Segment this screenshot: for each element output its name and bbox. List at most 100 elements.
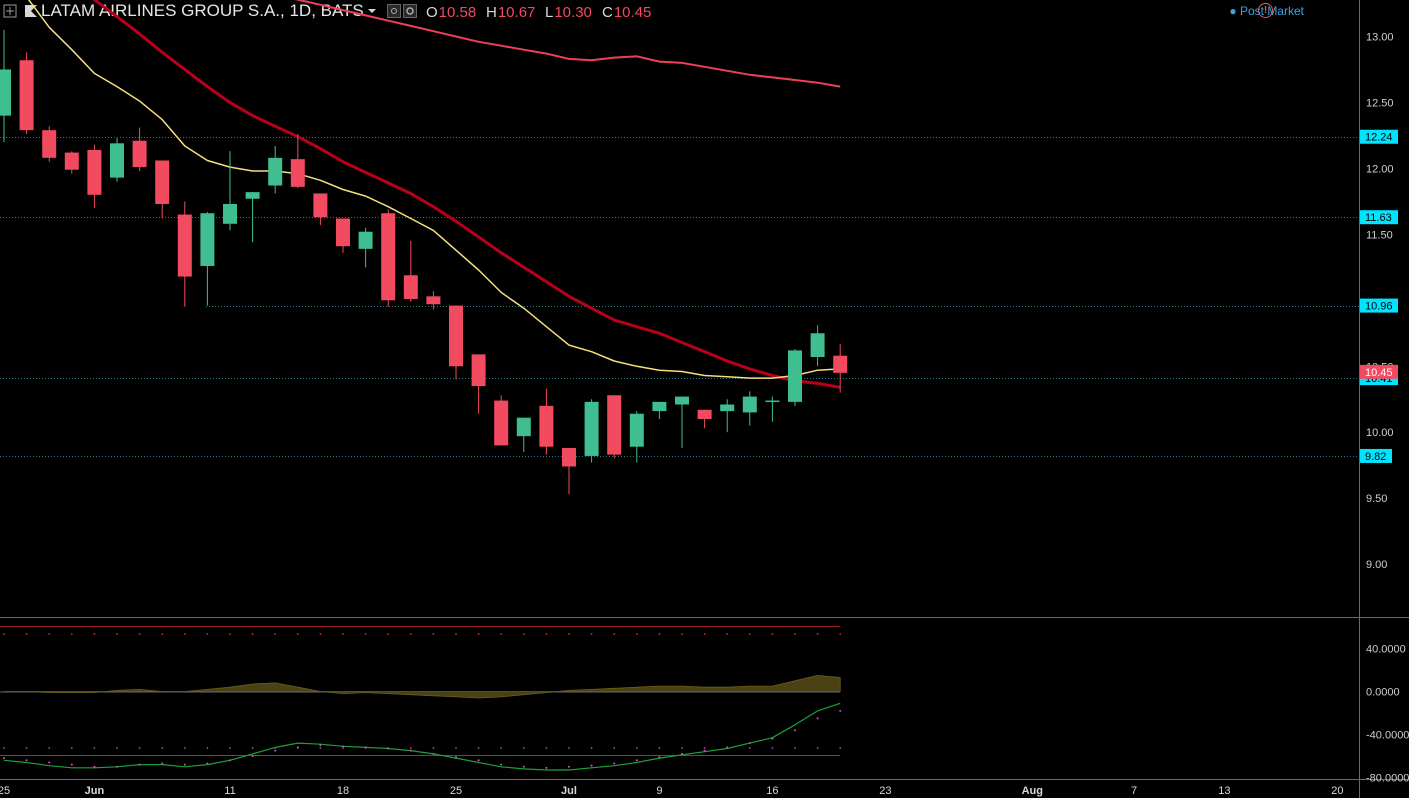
price-tick-label: 10.00 [1366,427,1394,439]
lower-band-dot [568,747,570,749]
osc-tick-label: 0.0000 [1366,687,1400,699]
candle-body [42,130,57,158]
candle-body [155,160,170,205]
high-readout: H10.67 [486,4,535,21]
signal-dot [364,746,367,749]
upper-band-dot [500,633,503,635]
candle-body [629,413,644,447]
chevron-down-icon[interactable] [367,6,377,16]
price-tick-label: 9.00 [1366,559,1387,571]
signal-dot [522,765,525,768]
upper-band-dot [206,633,209,635]
expand-icon[interactable] [3,4,17,18]
lower-band-dot [3,747,5,749]
settings-icon[interactable] [403,4,417,18]
upper-band-dot [93,633,96,635]
lower-band-dot [703,747,706,749]
upper-band-dot [25,633,28,635]
candle-body [584,401,599,456]
lower-band-dot [658,747,661,749]
symbol-title[interactable]: LATAM AIRLINES GROUP S.A., 1D, BATS [41,1,364,20]
signal-dot [296,746,299,749]
time-tick-label: Jul [561,785,577,797]
candle-body [516,417,531,437]
low-readout: L10.30 [545,4,592,21]
candle-body [336,218,350,247]
lower-band-dot [748,747,751,749]
time-tick-label: 9 [656,785,662,797]
signal-dot [409,749,412,752]
level-label: 9.82 [1365,451,1386,463]
upper-band-dot [3,633,5,635]
candle-body [449,305,463,367]
signal-dot [635,759,638,762]
signal-dot [48,761,51,764]
signal-dot [771,737,774,740]
lower-band-dot [816,747,819,749]
lower-band-dot [839,747,842,749]
candle-body [742,396,757,413]
candle-body [177,214,192,277]
last-price-label-bg [1360,364,1398,379]
time-tick-label: 25 [0,785,10,797]
price-tick-label: 13.00 [1366,32,1394,44]
upper-band-dot [635,633,638,635]
upper-band-dot [342,633,344,635]
lower-band-dot [183,747,186,749]
candle-body [313,193,328,218]
upper-band-dot [613,633,616,635]
signal-dot [93,765,96,768]
candle-body [765,400,780,403]
upper-band-dot [116,633,118,635]
price-tick-label: 12.50 [1366,97,1394,109]
signal-dot [138,763,141,766]
signal-dot [432,752,435,755]
signal-dot [703,749,706,752]
moving-averages-layer [27,0,841,389]
warning-icon[interactable]: ! [1258,3,1273,18]
candle-body [358,231,373,249]
time-tick-label: Aug [1022,785,1043,797]
upper-band-dot [138,633,141,635]
osc-tick-label: 40.0000 [1366,644,1406,656]
candle-body [675,396,689,405]
candle-body [223,204,237,224]
candle-body [290,159,305,187]
lower-band-dot [93,747,96,749]
signal-dot [70,763,73,766]
lower-band-dot [794,747,796,749]
lower-band-dot [138,747,141,749]
chart-header: LATAM AIRLINES GROUP S.A., 1D, BATS O10.… [0,0,1360,24]
upper-band-dot [681,633,683,635]
signal-dot [816,717,819,720]
signal-dot [387,747,390,750]
price-tick-label: 11.50 [1366,229,1393,241]
upper-band-dot [364,633,367,635]
signal-dot [116,765,118,768]
upper-band-dot [771,633,774,635]
lower-band-dot [206,747,209,749]
post-market-indicator[interactable]: ● Post Market [1229,4,1304,18]
lower-band-dot [613,747,616,749]
eye-icon[interactable] [387,4,401,18]
signal-dot [681,752,683,755]
time-tick-label: Jun [85,785,105,797]
candle-body [833,355,848,373]
upper-band-dot [409,633,412,635]
signal-dot [590,764,593,767]
upper-band-dot [296,633,299,635]
low-key: L [545,4,554,21]
time-tick-label: 7 [1131,785,1137,797]
candle-body [110,143,124,178]
upper-band-dot [274,633,277,635]
signal-dot [319,744,322,747]
candle-body [494,400,509,446]
low-value: 10.30 [554,4,592,21]
lower-band-dot [545,747,548,749]
close-key: C [602,4,613,21]
candle-body [381,213,396,301]
candle-body [720,404,735,412]
ma-slow-line [294,0,841,88]
high-key: H [486,4,497,21]
